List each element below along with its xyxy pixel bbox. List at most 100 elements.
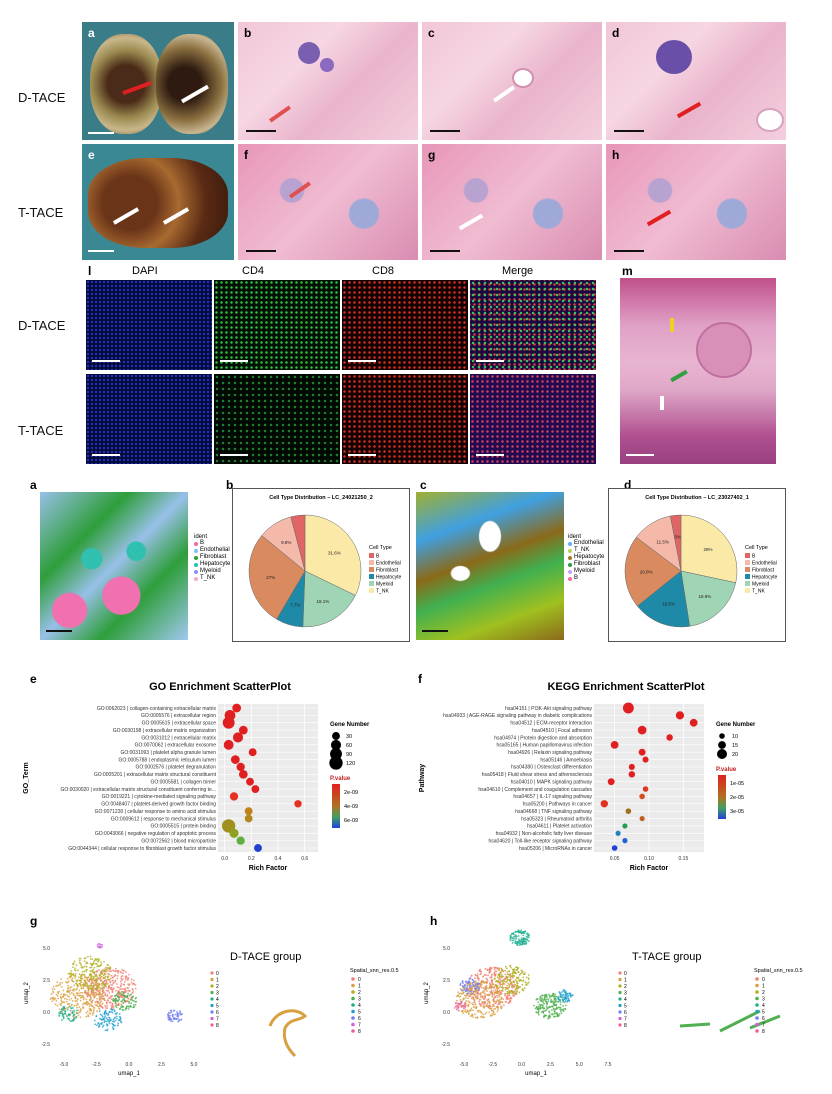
umap-point [96, 1000, 98, 1003]
umap-point [90, 992, 93, 995]
umap-point [481, 1001, 484, 1003]
umap-point [468, 986, 471, 989]
color-legend-label: 1e-05 [730, 781, 744, 787]
umap-point [547, 1015, 550, 1018]
umap-point [50, 1000, 53, 1003]
umap-point [86, 984, 89, 987]
umap-point [539, 998, 541, 1000]
umap-point [128, 983, 131, 986]
legend-a-item: Hepatocyte [194, 561, 230, 568]
umap-point [105, 986, 108, 988]
umap-point [491, 983, 494, 986]
legend-a-item: T_NK [194, 575, 230, 582]
legend-a-title: ident [194, 534, 208, 540]
umap-point [502, 986, 505, 989]
umap-point [68, 976, 71, 979]
umap-point [69, 975, 72, 977]
umap-point [553, 1012, 556, 1015]
umap-point [521, 970, 524, 973]
umap-point [551, 1013, 554, 1016]
umap-point [105, 980, 108, 982]
umap-point [110, 974, 113, 977]
pie-legend-label: Hepatocyte [752, 575, 778, 581]
panel-label-e: e [88, 148, 95, 162]
umap-point [512, 991, 515, 994]
umap-point [90, 1004, 93, 1007]
umap-point [95, 991, 98, 994]
umap-point [127, 1005, 130, 1008]
pie-legend-swatch [369, 560, 374, 565]
umap-x-label: umap_1 [525, 1071, 547, 1077]
umap-point [506, 987, 509, 990]
color-legend-label: 2e-09 [344, 790, 358, 796]
umap-point [486, 999, 489, 1001]
x-tick-label: 0.4 [275, 856, 282, 862]
umap-point [113, 987, 115, 990]
umap-point [454, 1002, 457, 1004]
umap-point [75, 964, 78, 967]
umap-point [59, 995, 62, 998]
legend-a-label: Myeloid [200, 568, 221, 574]
umap-point [499, 1000, 502, 1003]
umap-point [116, 977, 119, 980]
umap-point [548, 1010, 551, 1013]
data-point [600, 800, 608, 808]
umap-point [558, 992, 561, 995]
legend-c-swatch [568, 562, 572, 567]
color-legend-label: 4e-09 [344, 804, 358, 810]
umap-point [99, 1001, 102, 1004]
umap-point [466, 989, 469, 992]
umap-point [105, 1006, 107, 1009]
umap-point [80, 975, 82, 978]
umap-point [113, 1024, 115, 1027]
data-point [238, 769, 248, 779]
umap-point [565, 994, 568, 997]
umap-point [76, 980, 78, 983]
umap-point [77, 979, 79, 982]
umap-point [114, 967, 117, 970]
umap-point [541, 994, 544, 997]
umap-point [548, 1014, 551, 1017]
umap-point [108, 1016, 110, 1019]
umap-point [110, 970, 113, 973]
umap-point [90, 979, 93, 981]
umap-point [565, 997, 568, 1000]
umap-point [499, 1005, 502, 1008]
umap-legend-label: 4 [762, 1003, 765, 1009]
umap-point [480, 979, 483, 982]
umap-point [72, 992, 75, 995]
umap-point [83, 997, 86, 1000]
umap-inline-dot [618, 971, 622, 975]
umap-point [106, 999, 109, 1002]
umap-point [488, 1001, 491, 1004]
umap-point [116, 992, 119, 995]
umap-point [127, 983, 129, 986]
pie-chart-b-frame: Cell Type Distribution – LC_24021250_2 31… [232, 488, 410, 642]
umap-point [84, 985, 86, 987]
umap-point [74, 969, 77, 972]
umap-point [508, 986, 511, 989]
umap-point [502, 975, 505, 978]
size-legend-label: 90 [346, 752, 352, 758]
umap-point [560, 1012, 563, 1014]
umap-point [74, 967, 77, 970]
umap-point [515, 987, 518, 990]
umap-point [503, 983, 506, 985]
umap-point [561, 995, 564, 997]
umap-point [179, 1013, 182, 1016]
if-row-ttace: T-TACE [18, 423, 64, 438]
umap-point [500, 973, 503, 976]
umap-point [84, 1002, 87, 1004]
umap-point [91, 1001, 94, 1004]
umap-point [504, 986, 507, 989]
umap-point [476, 985, 479, 988]
umap-point [488, 968, 491, 971]
umap-point [555, 996, 558, 998]
umap-point [483, 990, 485, 992]
umap-point [461, 993, 463, 996]
legend-a: ident B Endothelial Fibroblast Hepatocyte My… [194, 534, 230, 582]
umap-point [464, 984, 467, 987]
umap-point [490, 975, 493, 978]
umap-point [82, 1006, 85, 1008]
umap-inline-label: 8 [216, 1023, 219, 1029]
